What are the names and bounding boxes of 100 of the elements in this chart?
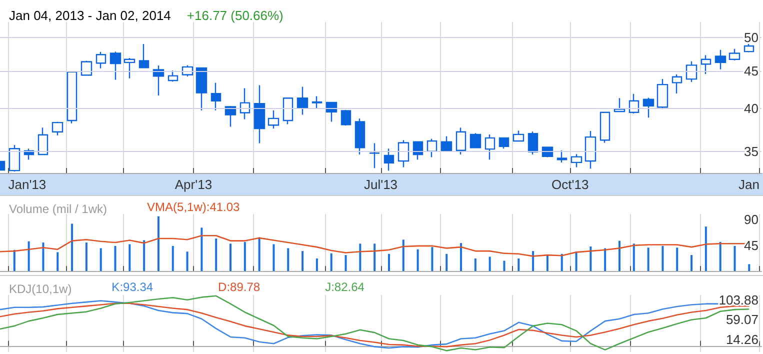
candlestick	[570, 153, 582, 168]
candlestick	[672, 74, 682, 94]
bar	[143, 240, 146, 271]
bar	[618, 240, 620, 271]
bar	[518, 258, 520, 271]
bar	[302, 251, 304, 271]
bar	[359, 244, 362, 271]
candlestick	[8, 144, 20, 172]
candlestick	[224, 105, 236, 128]
text: J:82.64	[325, 280, 365, 294]
bar	[114, 246, 116, 271]
bar	[374, 244, 376, 271]
candlestick	[254, 84, 266, 144]
candlestick	[556, 150, 568, 164]
x-tick-label: Jan	[738, 177, 760, 192]
bar	[632, 244, 635, 271]
candlestick	[512, 130, 524, 142]
bar	[748, 264, 750, 271]
bar	[402, 240, 404, 271]
candlestick	[614, 98, 626, 112]
candlestick	[714, 49, 726, 70]
x-tick-label: Jul'13	[364, 177, 398, 192]
bar	[230, 244, 232, 271]
candlestick	[456, 127, 466, 156]
candlestick	[628, 93, 640, 114]
series-label: D:89.78	[218, 280, 260, 294]
candlestick	[38, 127, 48, 156]
y-tick-label: 40	[744, 101, 758, 116]
bar	[734, 246, 736, 271]
bar	[604, 248, 606, 271]
chart-title: KDJ(10,1w)	[9, 282, 72, 296]
candlestick	[168, 70, 178, 82]
chart-title: Volume (mil / 1wk)	[9, 202, 108, 216]
candlestick	[340, 109, 352, 126]
bar	[157, 216, 160, 271]
bar	[200, 228, 203, 271]
candlestick	[700, 54, 712, 75]
bar	[460, 243, 462, 271]
bar	[690, 255, 693, 271]
bar	[704, 226, 707, 271]
candlestick	[354, 118, 366, 156]
candlestick	[728, 48, 740, 61]
candlestick	[542, 146, 554, 158]
candlestick	[600, 112, 610, 144]
bar	[100, 248, 102, 271]
bar	[258, 237, 260, 271]
bar	[172, 246, 174, 271]
candlestick	[398, 140, 410, 168]
bar	[244, 242, 246, 271]
bar	[128, 244, 131, 271]
bar	[272, 244, 275, 271]
candlestick	[268, 110, 280, 130]
candlestick	[80, 60, 92, 76]
x-tick-label: Apr'13	[174, 177, 212, 192]
y-tick-label: 14.26	[726, 332, 758, 348]
bar	[56, 252, 59, 271]
bar	[186, 252, 188, 271]
bar	[28, 241, 30, 271]
y-tick-label: 35	[744, 144, 758, 159]
candlestick	[484, 134, 496, 160]
bar	[316, 258, 318, 271]
candlestick	[66, 70, 78, 124]
candlestick	[326, 102, 338, 122]
bar	[388, 254, 390, 271]
bar	[719, 242, 722, 271]
candlestick	[368, 142, 380, 169]
candlestick	[584, 130, 596, 170]
bar	[287, 248, 290, 271]
bar	[215, 238, 218, 271]
text: VMA(5,1w):41.03	[147, 200, 240, 214]
bar	[532, 251, 534, 271]
y-tick-label: 50	[744, 30, 758, 46]
candlestick	[412, 141, 424, 160]
chart-subtitle: +16.77 (50.66%)	[186, 8, 284, 23]
bar	[13, 250, 16, 271]
candlestick	[110, 50, 122, 80]
y-tick-label: 90	[744, 212, 758, 228]
chart-title: Jan 04, 2013 - Jan 02, 2014	[9, 8, 171, 23]
bar	[647, 248, 650, 271]
series-label: K:93.34	[112, 280, 154, 294]
candlestick	[656, 78, 668, 110]
candlestick	[686, 60, 698, 83]
bar	[330, 253, 332, 271]
candlestick	[426, 138, 438, 158]
candlestick	[240, 88, 250, 120]
bar	[474, 258, 476, 271]
bar	[85, 242, 88, 271]
candlestick	[440, 136, 452, 152]
bar	[575, 252, 578, 271]
candlestick	[196, 67, 208, 111]
candlestick	[528, 130, 538, 156]
candlestick	[282, 98, 294, 125]
bar	[431, 247, 434, 271]
bar	[344, 255, 347, 271]
bar	[488, 256, 491, 271]
candlestick	[96, 51, 106, 69]
bar	[71, 224, 74, 271]
candlestick	[470, 132, 482, 148]
candlestick	[152, 64, 164, 96]
bar	[560, 254, 563, 271]
